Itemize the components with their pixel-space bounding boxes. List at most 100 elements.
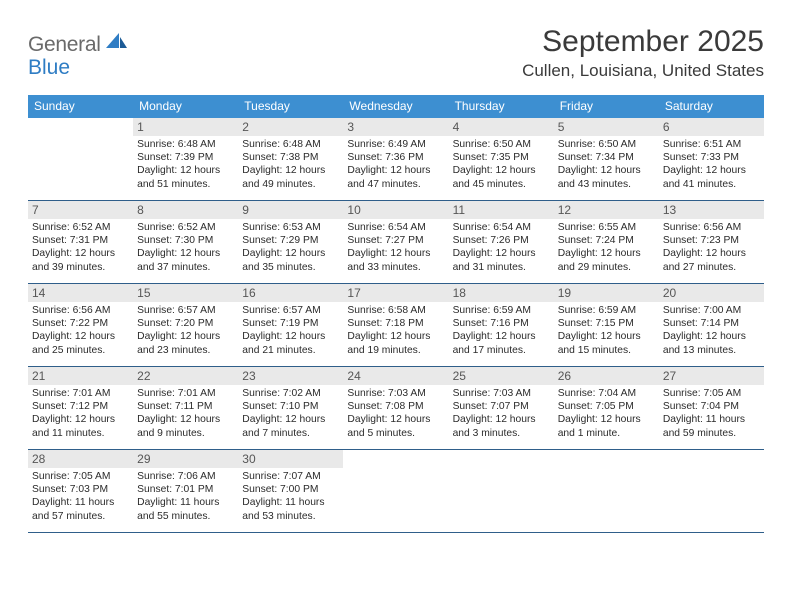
day-number: 23 bbox=[238, 367, 343, 385]
day-number: 3 bbox=[343, 118, 448, 136]
weeks-container: 1Sunrise: 6:48 AMSunset: 7:39 PMDaylight… bbox=[28, 118, 764, 533]
day-cell: 18 Sunrise: 6:59 AMSunset: 7:16 PMDayligh… bbox=[449, 284, 554, 366]
day-number: 11 bbox=[449, 201, 554, 219]
day-number: 26 bbox=[554, 367, 659, 385]
day-details: Sunrise: 7:02 AMSunset: 7:10 PMDaylight:… bbox=[242, 387, 339, 440]
day-cell: 5Sunrise: 6:50 AMSunset: 7:34 PMDaylight… bbox=[554, 118, 659, 200]
day-cell: 4Sunrise: 6:50 AMSunset: 7:35 PMDaylight… bbox=[449, 118, 554, 200]
day-cell: 13Sunrise: 6:56 AMSunset: 7:23 PMDayligh… bbox=[659, 201, 764, 283]
day-cell: 6 Sunrise: 6:51 AMSunset: 7:33 PMDaylight… bbox=[659, 118, 764, 200]
day-details: Sunrise: 6:57 AMSunset: 7:20 PMDaylight:… bbox=[137, 304, 234, 357]
dow-sunday: Sunday bbox=[28, 95, 133, 118]
day-cell: 7Sunrise: 6:52 AMSunset: 7:31 PMDaylight… bbox=[28, 201, 133, 283]
day-cell: 26Sunrise: 7:04 AMSunset: 7:05 PMDayligh… bbox=[554, 367, 659, 449]
day-number: 21 bbox=[28, 367, 133, 385]
day-number: 2 bbox=[238, 118, 343, 136]
day-number: 19 bbox=[554, 284, 659, 302]
day-cell: 27Sunrise: 7:05 AMSunset: 7:04 PMDayligh… bbox=[659, 367, 764, 449]
day-cell: 29 Sunrise: 7:06 AMSunset: 7:01 PMDayligh… bbox=[133, 450, 238, 532]
brand-sail-icon bbox=[106, 33, 128, 57]
day-details: Sunrise: 6:58 AMSunset: 7:18 PMDaylight:… bbox=[347, 304, 444, 357]
day-details: Sunrise: 7:05 AMSunset: 7:04 PMDaylight:… bbox=[663, 387, 760, 440]
day-number: 8 bbox=[133, 201, 238, 219]
location-subtitle: Cullen, Louisiana, United States bbox=[522, 61, 764, 81]
day-number: 7 bbox=[28, 201, 133, 219]
week-row: 21 Sunrise: 7:01 AMSunset: 7:12 PMDayligh… bbox=[28, 367, 764, 450]
day-cell-empty bbox=[343, 450, 448, 532]
dow-tuesday: Tuesday bbox=[238, 95, 343, 118]
dow-saturday: Saturday bbox=[659, 95, 764, 118]
day-cell-empty bbox=[449, 450, 554, 532]
day-details: Sunrise: 6:48 AMSunset: 7:38 PMDaylight:… bbox=[242, 138, 339, 191]
day-number: 5 bbox=[554, 118, 659, 136]
day-number: 13 bbox=[659, 201, 764, 219]
day-details: Sunrise: 6:53 AMSunset: 7:29 PMDaylight:… bbox=[242, 221, 339, 274]
brand-logo: General bbox=[28, 25, 128, 57]
week-row: 1Sunrise: 6:48 AMSunset: 7:39 PMDaylight… bbox=[28, 118, 764, 201]
day-number: 30 bbox=[238, 450, 343, 468]
calendar-document: General September 2025 Cullen, Louisiana… bbox=[0, 0, 792, 533]
day-details: Sunrise: 6:54 AMSunset: 7:26 PMDaylight:… bbox=[453, 221, 550, 274]
brand-word-1: General bbox=[28, 33, 101, 57]
dow-thursday: Thursday bbox=[449, 95, 554, 118]
calendar-grid: Sunday Monday Tuesday Wednesday Thursday… bbox=[28, 95, 764, 533]
brand-word-2: Blue bbox=[28, 56, 70, 80]
day-details: Sunrise: 7:00 AMSunset: 7:14 PMDaylight:… bbox=[663, 304, 760, 357]
day-number: 14 bbox=[28, 284, 133, 302]
day-details: Sunrise: 6:59 AMSunset: 7:16 PMDaylight:… bbox=[453, 304, 550, 357]
day-details: Sunrise: 6:51 AMSunset: 7:33 PMDaylight:… bbox=[663, 138, 760, 191]
day-cell-empty bbox=[28, 118, 133, 200]
dow-wednesday: Wednesday bbox=[343, 95, 448, 118]
dow-monday: Monday bbox=[133, 95, 238, 118]
day-cell: 23 Sunrise: 7:02 AMSunset: 7:10 PMDayligh… bbox=[238, 367, 343, 449]
day-cell-empty bbox=[659, 450, 764, 532]
day-cell: 15 Sunrise: 6:57 AMSunset: 7:20 PMDayligh… bbox=[133, 284, 238, 366]
header: General September 2025 Cullen, Louisiana… bbox=[28, 25, 764, 81]
day-number: 17 bbox=[343, 284, 448, 302]
day-cell: 3 Sunrise: 6:49 AMSunset: 7:36 PMDaylight… bbox=[343, 118, 448, 200]
day-details: Sunrise: 6:55 AMSunset: 7:24 PMDaylight:… bbox=[558, 221, 655, 274]
day-number: 16 bbox=[238, 284, 343, 302]
day-cell: 17 Sunrise: 6:58 AMSunset: 7:18 PMDayligh… bbox=[343, 284, 448, 366]
day-cell: 22 Sunrise: 7:01 AMSunset: 7:11 PMDayligh… bbox=[133, 367, 238, 449]
day-details: Sunrise: 7:03 AMSunset: 7:08 PMDaylight:… bbox=[347, 387, 444, 440]
day-cell: 19Sunrise: 6:59 AMSunset: 7:15 PMDayligh… bbox=[554, 284, 659, 366]
day-details: Sunrise: 6:56 AMSunset: 7:22 PMDaylight:… bbox=[32, 304, 129, 357]
day-number: 28 bbox=[28, 450, 133, 468]
day-cell: 14 Sunrise: 6:56 AMSunset: 7:22 PMDayligh… bbox=[28, 284, 133, 366]
day-details: Sunrise: 6:57 AMSunset: 7:19 PMDaylight:… bbox=[242, 304, 339, 357]
day-number: 9 bbox=[238, 201, 343, 219]
day-number: 25 bbox=[449, 367, 554, 385]
day-details: Sunrise: 6:52 AMSunset: 7:30 PMDaylight:… bbox=[137, 221, 234, 274]
day-details: Sunrise: 7:06 AMSunset: 7:01 PMDaylight:… bbox=[137, 470, 234, 523]
day-number: 12 bbox=[554, 201, 659, 219]
day-details: Sunrise: 6:54 AMSunset: 7:27 PMDaylight:… bbox=[347, 221, 444, 274]
day-number: 20 bbox=[659, 284, 764, 302]
day-cell: 16 Sunrise: 6:57 AMSunset: 7:19 PMDayligh… bbox=[238, 284, 343, 366]
day-number: 4 bbox=[449, 118, 554, 136]
day-cell: 30Sunrise: 7:07 AMSunset: 7:00 PMDayligh… bbox=[238, 450, 343, 532]
day-number: 6 bbox=[659, 118, 764, 136]
day-details: Sunrise: 6:49 AMSunset: 7:36 PMDaylight:… bbox=[347, 138, 444, 191]
day-number: 29 bbox=[133, 450, 238, 468]
day-of-week-header: Sunday Monday Tuesday Wednesday Thursday… bbox=[28, 95, 764, 118]
day-cell: 12 Sunrise: 6:55 AMSunset: 7:24 PMDayligh… bbox=[554, 201, 659, 283]
day-number: 22 bbox=[133, 367, 238, 385]
day-cell: 2 Sunrise: 6:48 AMSunset: 7:38 PMDaylight… bbox=[238, 118, 343, 200]
day-number: 18 bbox=[449, 284, 554, 302]
day-cell-empty bbox=[554, 450, 659, 532]
day-details: Sunrise: 7:05 AMSunset: 7:03 PMDaylight:… bbox=[32, 470, 129, 523]
day-cell: 21 Sunrise: 7:01 AMSunset: 7:12 PMDayligh… bbox=[28, 367, 133, 449]
week-row: 28 Sunrise: 7:05 AMSunset: 7:03 PMDayligh… bbox=[28, 450, 764, 533]
day-cell: 10 Sunrise: 6:54 AMSunset: 7:27 PMDayligh… bbox=[343, 201, 448, 283]
day-details: Sunrise: 7:01 AMSunset: 7:12 PMDaylight:… bbox=[32, 387, 129, 440]
day-cell: 24 Sunrise: 7:03 AMSunset: 7:08 PMDayligh… bbox=[343, 367, 448, 449]
day-details: Sunrise: 6:48 AMSunset: 7:39 PMDaylight:… bbox=[137, 138, 234, 191]
day-cell: 11 Sunrise: 6:54 AMSunset: 7:26 PMDayligh… bbox=[449, 201, 554, 283]
day-number: 15 bbox=[133, 284, 238, 302]
day-number: 24 bbox=[343, 367, 448, 385]
day-details: Sunrise: 7:01 AMSunset: 7:11 PMDaylight:… bbox=[137, 387, 234, 440]
title-block: September 2025 Cullen, Louisiana, United… bbox=[522, 25, 764, 81]
week-row: 7Sunrise: 6:52 AMSunset: 7:31 PMDaylight… bbox=[28, 201, 764, 284]
day-number: 10 bbox=[343, 201, 448, 219]
